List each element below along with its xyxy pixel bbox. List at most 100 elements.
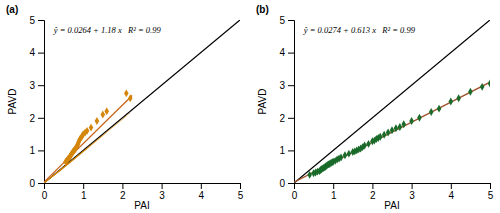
y-axis-line: [38, 21, 45, 184]
y-axis-title: PAVD: [257, 89, 268, 115]
y-tick-label: 5: [279, 15, 285, 26]
point: [417, 114, 422, 122]
y-tick: 5: [279, 15, 294, 26]
y-tick: 3: [29, 80, 44, 91]
point: [382, 131, 387, 139]
y-tick-mark: [288, 150, 294, 151]
point: [437, 105, 442, 113]
x-tick-label: 2: [120, 190, 126, 201]
point: [95, 117, 100, 125]
point: [398, 123, 403, 131]
y-tick-label: 2: [279, 113, 285, 124]
x-axis-line: [45, 184, 241, 190]
y-tick: 4: [29, 47, 44, 58]
x-tick-mark: [490, 183, 491, 189]
y-axis: 0 1 2 3 4 5: [29, 15, 44, 189]
x-tick-mark: [451, 183, 452, 189]
y-tick-label: 1: [29, 145, 35, 156]
line: [294, 82, 490, 182]
x-axis-line: [295, 184, 491, 190]
x-axis: 012345: [292, 183, 494, 201]
panel-label: (b): [256, 4, 269, 15]
y-tick-label: 5: [29, 15, 35, 26]
y-tick: 2: [29, 113, 44, 124]
point: [339, 154, 344, 162]
x-tick-mark: [83, 183, 84, 189]
x-tick-label: 3: [159, 190, 165, 201]
y-tick-label: 3: [279, 80, 285, 91]
x-tick-mark: [122, 183, 123, 189]
x-tick: 4: [199, 183, 205, 201]
x-tick: 3: [159, 183, 165, 201]
point: [394, 124, 399, 132]
point: [85, 127, 90, 135]
x-axis-title: PAI: [134, 200, 149, 211]
x-tick-label: 2: [370, 190, 376, 201]
x-tick-label: 5: [238, 190, 244, 201]
y-tick: 0: [29, 178, 44, 189]
x-tick-label: 1: [81, 190, 87, 201]
x-axis-title: PAI: [384, 200, 399, 211]
x-tick: 0: [292, 183, 298, 201]
point: [347, 150, 352, 158]
x-tick-label: 0: [42, 190, 48, 201]
y-tick: 2: [279, 113, 294, 124]
y-tick: 1: [29, 145, 44, 156]
y-tick-mark: [288, 53, 294, 54]
point: [488, 80, 490, 88]
y-tick-label: 0: [29, 178, 35, 189]
y-tick-mark: [38, 85, 44, 86]
point: [456, 94, 461, 102]
x-axis: 0 1 2 3 4 5: [42, 183, 244, 201]
line: [44, 113, 130, 183]
x-tick: 2: [120, 183, 126, 201]
y-tick: 4: [279, 47, 294, 58]
x-tick: 4: [449, 183, 455, 201]
y-tick-mark: [38, 20, 44, 21]
panel-label: (a): [6, 4, 18, 15]
point: [343, 151, 348, 159]
y-tick-mark: [38, 118, 44, 119]
x-tick-mark: [333, 183, 334, 189]
x-tick-label: 4: [199, 190, 205, 201]
chart: 0 1 2 3 4 5 0 1 2 3 4 5 ŷ = 0.0264 + 1.18 x R² = 0.9…: [0, 0, 500, 213]
point: [378, 133, 383, 141]
x-tick-mark: [240, 183, 241, 189]
point: [124, 89, 129, 97]
x-tick-label: 3: [409, 190, 415, 201]
y-tick: 3: [279, 80, 294, 91]
point: [366, 140, 371, 148]
annotation: ŷ = 0.0264 + 1.18 x R² = 0.99: [53, 25, 162, 35]
x-tick: 5: [488, 183, 494, 201]
y-tick-label: 4: [279, 47, 285, 58]
point: [390, 126, 395, 134]
marks: [294, 20, 490, 183]
y-tick-label: 0: [279, 178, 285, 189]
x-tick-mark: [412, 183, 413, 189]
panel: 0 1 2 3 4 5 0 1 2 3 4 5 ŷ = 0.0264 + 1.18 x R² = 0.9…: [6, 4, 244, 211]
y-axis: 0 1 2 3 4 5: [279, 15, 294, 189]
line: [44, 96, 132, 183]
x-tick: 3: [409, 183, 415, 201]
y-tick-mark: [288, 20, 294, 21]
points: [63, 89, 132, 165]
x-tick-mark: [372, 183, 373, 189]
x-tick-label: 4: [449, 190, 455, 201]
x-tick-label: 5: [488, 190, 494, 201]
point: [429, 108, 434, 116]
point: [307, 171, 312, 179]
point: [362, 142, 367, 150]
y-axis-line: [288, 21, 295, 184]
y-tick: 1: [279, 145, 294, 156]
point: [104, 107, 109, 115]
marks: [44, 20, 240, 183]
y-tick-label: 1: [279, 145, 285, 156]
point: [449, 98, 454, 106]
point: [468, 88, 473, 96]
point: [128, 94, 133, 102]
point: [101, 111, 106, 119]
y-tick-mark: [38, 183, 44, 184]
x-tick-mark: [201, 183, 202, 189]
annotation: ŷ = 0.0274 + 0.613 x R² = 0.99: [303, 25, 416, 35]
y-tick-label: 4: [29, 47, 35, 58]
